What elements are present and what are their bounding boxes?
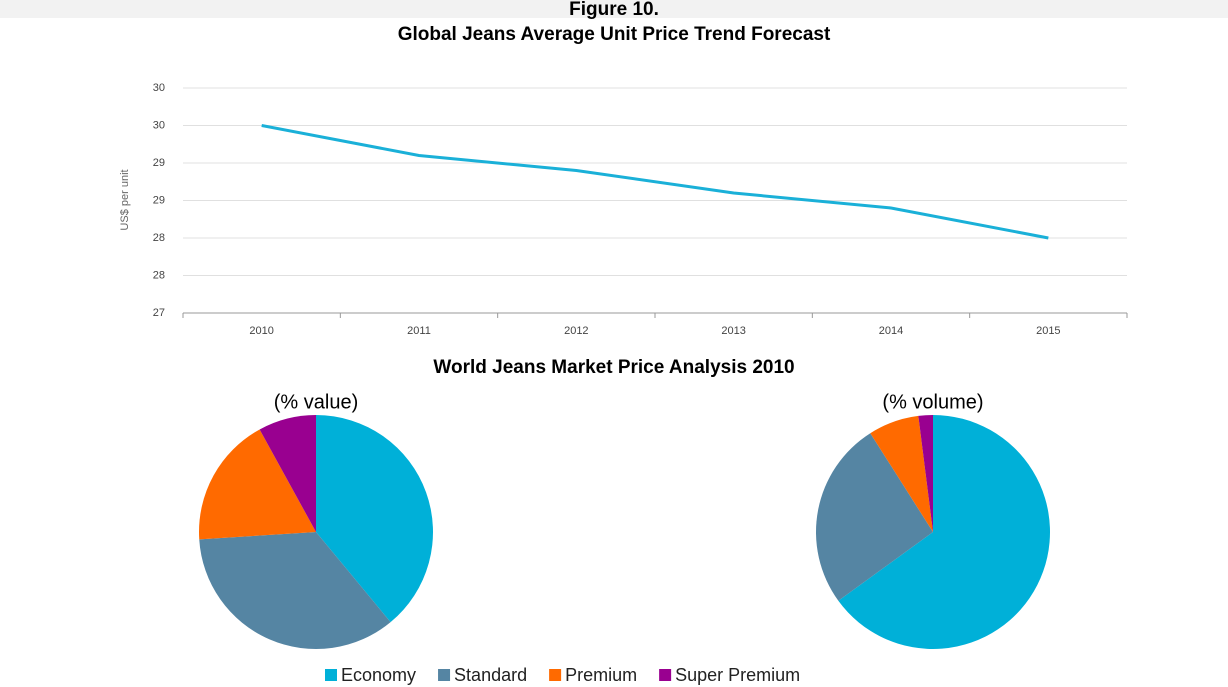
figure-label: Figure 10. [569, 0, 659, 20]
pie-title: World Jeans Market Price Analysis 2010 [433, 357, 794, 378]
x-tick-label: 2014 [879, 325, 903, 337]
pie-slice [199, 532, 391, 649]
legend-swatch [549, 669, 562, 681]
line-series [261, 124, 1049, 240]
y-tick-label: 30 [153, 82, 165, 94]
x-tick-label: 2010 [249, 325, 273, 337]
y-axis-label: US$ per unit [119, 169, 131, 230]
legend-label: Premium [565, 665, 637, 685]
figure-band [0, 0, 1228, 18]
x-tick-label: 2013 [721, 325, 745, 337]
y-tick-label: 28 [153, 269, 165, 281]
x-tick-label: 2012 [564, 325, 588, 337]
legend-label: Economy [341, 665, 416, 685]
y-tick-label: 29 [153, 194, 165, 206]
pie-slice [870, 415, 933, 532]
pie-slice [259, 415, 316, 532]
pie-slice [838, 415, 1050, 649]
legend-label: Super Premium [675, 665, 800, 685]
pie-slice [316, 415, 434, 623]
y-tick-label: 27 [153, 307, 165, 319]
x-tick-label: 2015 [1036, 325, 1060, 337]
y-tick-label: 28 [153, 232, 165, 244]
pie-subtitle: (% value) [274, 391, 358, 413]
legend-label: Standard [454, 665, 527, 685]
y-tick-label: 29 [153, 157, 165, 169]
legend-swatch [325, 669, 337, 681]
pie-slice [199, 429, 316, 540]
y-tick-label: 30 [153, 119, 165, 131]
legend-swatch [659, 669, 672, 681]
pie-slice [816, 433, 933, 601]
line-title: Global Jeans Average Unit Price Trend Fo… [398, 24, 831, 45]
x-tick-label: 2011 [407, 325, 431, 337]
pie-subtitle: (% volume) [882, 391, 983, 413]
legend-swatch [438, 669, 451, 681]
pie-slice [918, 415, 933, 532]
